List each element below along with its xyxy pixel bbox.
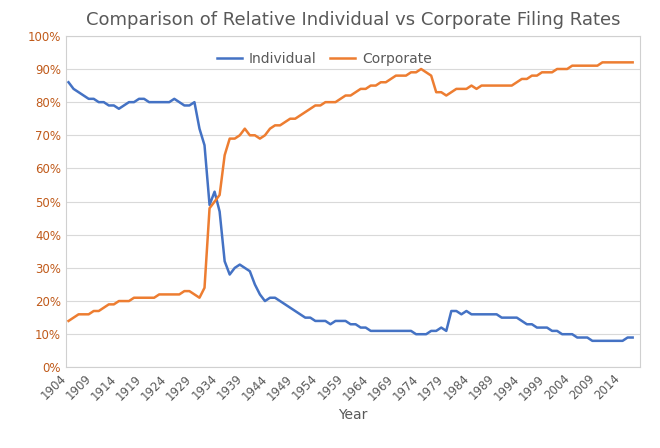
Individual xyxy=(84,96,92,102)
Corporate xyxy=(599,60,607,65)
X-axis label: Year: Year xyxy=(339,408,368,422)
Corporate xyxy=(246,133,254,138)
Corporate xyxy=(629,60,637,65)
Line: Corporate: Corporate xyxy=(69,62,633,321)
Individual xyxy=(533,325,541,330)
Corporate xyxy=(84,312,92,317)
Corporate xyxy=(488,83,496,88)
Corporate xyxy=(589,63,597,69)
Individual xyxy=(65,80,73,85)
Corporate xyxy=(80,312,88,317)
Individual xyxy=(488,312,496,317)
Individual xyxy=(629,335,637,340)
Individual xyxy=(593,338,601,344)
Individual xyxy=(246,268,254,274)
Individual xyxy=(589,338,597,344)
Title: Comparison of Relative Individual vs Corporate Filing Rates: Comparison of Relative Individual vs Cor… xyxy=(86,11,620,29)
Corporate xyxy=(65,318,73,323)
Line: Individual: Individual xyxy=(69,82,633,341)
Corporate xyxy=(533,73,541,78)
Legend: Individual, Corporate: Individual, Corporate xyxy=(211,46,438,71)
Individual xyxy=(80,93,88,98)
